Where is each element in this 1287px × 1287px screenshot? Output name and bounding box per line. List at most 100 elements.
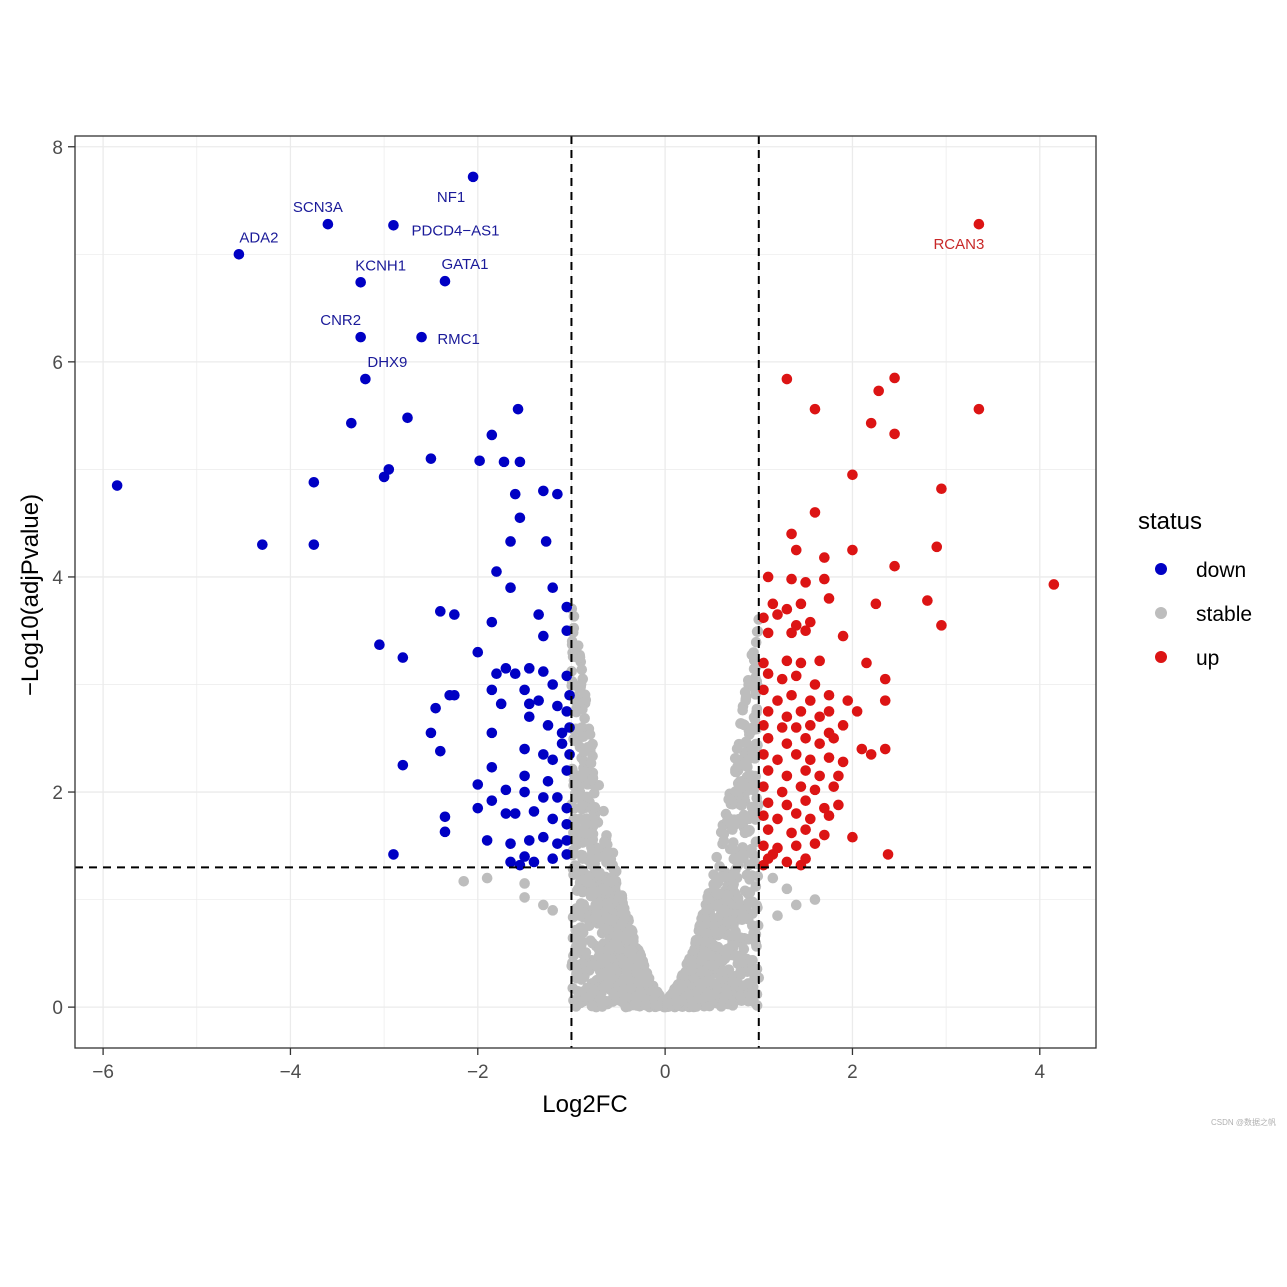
- stable-point: [672, 984, 684, 995]
- y-tick-label: 8: [52, 138, 63, 159]
- x-tick-label: 2: [847, 1062, 858, 1083]
- stable-point: [744, 887, 756, 898]
- down-point: [533, 609, 544, 620]
- up-point: [856, 743, 868, 755]
- up-point: [800, 577, 811, 588]
- down-point: [486, 795, 498, 806]
- down-point: [505, 582, 516, 593]
- down-point: [528, 856, 540, 868]
- down-point: [538, 485, 549, 497]
- stable-point: [578, 731, 589, 743]
- up-point: [889, 372, 900, 384]
- stable-point: [732, 760, 744, 772]
- stable-point: [585, 757, 597, 769]
- up-point: [776, 786, 788, 798]
- stable-point: [704, 975, 716, 987]
- stable-point: [732, 855, 744, 867]
- stable-point: [628, 936, 639, 947]
- down-point: [346, 417, 357, 429]
- legend-key-down: [1155, 563, 1167, 575]
- up-point: [819, 829, 830, 841]
- stable-point: [750, 636, 762, 648]
- stable-point: [608, 989, 620, 1001]
- stable-point: [691, 987, 703, 998]
- stable-point: [604, 915, 615, 926]
- x-tick-label: −4: [280, 1062, 302, 1083]
- down-point: [449, 609, 460, 620]
- stable-point: [738, 719, 749, 730]
- up-point: [809, 784, 821, 796]
- stable-point: [586, 740, 597, 752]
- stable-point: [742, 978, 754, 989]
- down-point: [552, 700, 563, 712]
- stable-point: [732, 892, 744, 904]
- down-point: [519, 770, 530, 782]
- gene-label: DHX9: [367, 354, 407, 371]
- stable-point: [736, 800, 747, 811]
- up-point: [800, 765, 811, 776]
- down-point: [495, 698, 507, 710]
- stable-point: [620, 1001, 632, 1013]
- x-tick-label: −2: [467, 1062, 489, 1083]
- up-point: [889, 428, 900, 440]
- stable-point: [458, 876, 470, 887]
- down-point: [500, 808, 512, 819]
- stable-point: [586, 1000, 598, 1012]
- up-point: [762, 765, 774, 776]
- stable-point: [572, 985, 584, 997]
- stable-point: [708, 919, 720, 931]
- up-point: [786, 827, 797, 839]
- stable-point: [736, 995, 747, 1007]
- up-point: [828, 732, 840, 744]
- up-point: [814, 655, 825, 667]
- x-tick-label: 4: [1035, 1062, 1046, 1083]
- up-point: [823, 752, 835, 763]
- up-point: [805, 695, 816, 706]
- stable-point: [772, 910, 783, 922]
- down-point: [486, 762, 498, 773]
- up-point: [819, 552, 830, 563]
- up-point: [781, 655, 793, 667]
- down-point: [308, 539, 320, 550]
- stable-point: [695, 926, 706, 938]
- legend-key-up: [1155, 651, 1167, 663]
- stable-point: [595, 958, 607, 969]
- stable-point: [589, 802, 601, 813]
- gene-label: KCNH1: [355, 257, 406, 274]
- x-tick-label: 0: [660, 1062, 671, 1083]
- up-point: [973, 403, 985, 415]
- watermark: CSDN @数据之帆: [1211, 1117, 1276, 1127]
- up-point: [790, 670, 802, 682]
- up-point: [973, 218, 985, 230]
- y-tick-label: 6: [52, 353, 63, 374]
- stable-point: [692, 935, 704, 946]
- down-point: [538, 749, 549, 760]
- down-point: [561, 765, 573, 776]
- down-point: [486, 616, 498, 628]
- stable-point: [567, 647, 578, 658]
- down-point: [505, 856, 516, 868]
- up-point: [767, 849, 779, 860]
- legend-title: status: [1138, 508, 1202, 535]
- stable-point: [621, 990, 633, 1002]
- down-point: [397, 652, 409, 663]
- stable-point: [641, 977, 652, 989]
- down-point: [439, 826, 451, 838]
- up-point: [800, 732, 811, 744]
- up-point: [936, 483, 947, 495]
- down-point: [519, 786, 530, 798]
- up-point: [762, 824, 774, 835]
- stable-point: [809, 894, 821, 905]
- down-point: [486, 429, 498, 441]
- up-point: [823, 593, 835, 604]
- stable-point: [743, 753, 755, 765]
- stable-point: [748, 812, 759, 824]
- stable-point: [576, 771, 587, 783]
- panel-border: [74, 135, 1097, 1049]
- down-point: [481, 835, 493, 846]
- up-point: [772, 695, 783, 706]
- stable-point: [519, 892, 530, 903]
- up-point: [819, 573, 830, 585]
- down-point: [556, 727, 568, 739]
